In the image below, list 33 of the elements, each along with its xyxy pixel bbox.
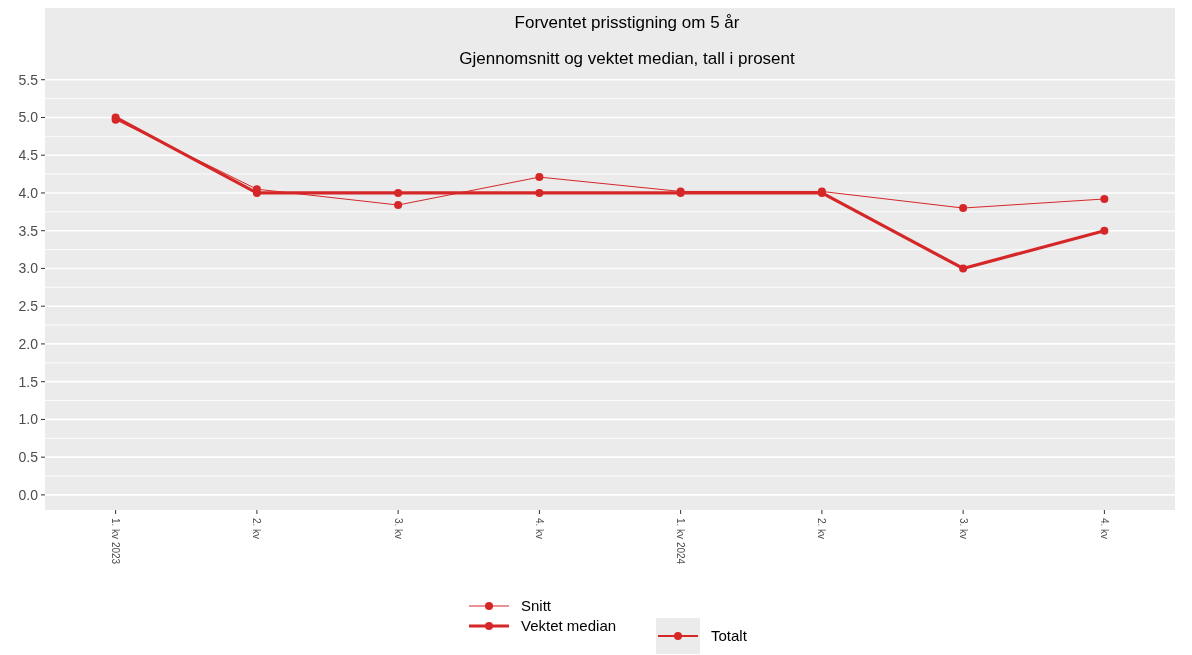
y-tick-label: 3.5 xyxy=(18,222,39,239)
point xyxy=(1100,226,1109,235)
point xyxy=(535,173,544,182)
x-tick-label: 1. kv 2023 xyxy=(110,518,122,565)
y-tick-label: 2.5 xyxy=(18,298,39,315)
point xyxy=(959,264,968,273)
y-tick-label: 4.0 xyxy=(18,184,39,201)
text: Totalt xyxy=(711,627,748,645)
y-tick-label: 2.0 xyxy=(18,335,39,352)
x-tick-label: 1. kv 2024 xyxy=(675,518,687,565)
y-tick-label: 3.0 xyxy=(18,260,39,277)
x-tick-label: 3. kv xyxy=(957,518,969,540)
y-tick-label: 0.5 xyxy=(18,449,39,466)
y-tick-label: 5.0 xyxy=(18,109,39,126)
x-tick-label: 2. kv xyxy=(251,518,263,540)
point xyxy=(959,204,968,213)
legend-label: Snitt xyxy=(521,597,552,615)
chart-title: Forventet prisstigning om 5 år xyxy=(514,13,740,32)
y-tick-label: 1.5 xyxy=(18,373,39,390)
point xyxy=(1100,194,1109,203)
text: Gjennomsnitt og vektet median, tall i prosent xyxy=(459,49,795,68)
point xyxy=(394,201,403,210)
y-tick-label: 1.0 xyxy=(18,411,39,428)
legend-label: Vektet median xyxy=(521,617,617,635)
y-tick-label: 4.5 xyxy=(18,147,39,164)
x-tick-label: 4. kv xyxy=(533,518,545,540)
point xyxy=(535,188,544,197)
x-tick-label: 3. kv xyxy=(392,518,404,540)
point xyxy=(394,188,403,197)
x-tick-label: 2. kv xyxy=(816,518,828,540)
x-tick-label: 4. kv xyxy=(1098,518,1110,540)
y-tick-label: 5.5 xyxy=(18,71,39,88)
y-tick-label: 0.0 xyxy=(18,486,39,503)
